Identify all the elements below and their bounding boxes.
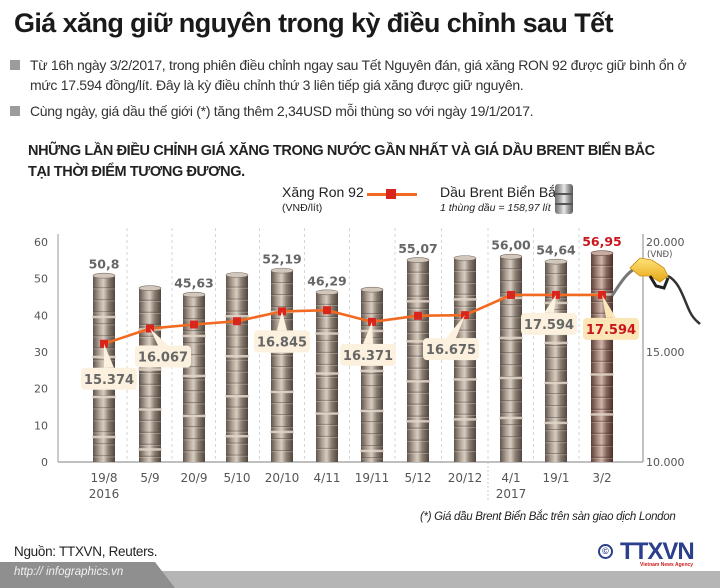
x-axis-labels: 19/8 2016 5/9 20/9 5/10 20/10 4/11 19/11 5/12 20/… xyxy=(89,462,612,501)
square-bullet-icon xyxy=(10,60,20,70)
barrel-bar xyxy=(225,272,249,462)
svg-text:0: 0 xyxy=(41,456,48,469)
svg-text:5/10: 5/10 xyxy=(224,471,251,485)
svg-text:50: 50 xyxy=(34,273,48,286)
svg-text:5/9: 5/9 xyxy=(140,471,159,485)
legend-brent-label: Dầu Brent Biển Bắc xyxy=(440,184,563,200)
logo-text: TTXVN xyxy=(620,538,695,565)
svg-text:46,29: 46,29 xyxy=(307,273,347,288)
svg-text:16.675: 16.675 xyxy=(426,343,476,358)
bullet-item: Cùng ngày, giá dầu thế giới (*) tăng thê… xyxy=(10,101,710,121)
svg-text:20.000: 20.000 xyxy=(646,236,685,249)
svg-text:52,19: 52,19 xyxy=(262,252,302,267)
legend-line-icon xyxy=(367,189,417,199)
svg-text:19/11: 19/11 xyxy=(355,471,390,485)
fuel-nozzle-icon xyxy=(610,257,701,325)
legend-marker-icon xyxy=(386,189,396,199)
barrel-bar xyxy=(315,289,339,462)
barrel-bar xyxy=(544,258,568,462)
svg-text:17.594: 17.594 xyxy=(586,323,636,338)
svg-text:30: 30 xyxy=(34,346,48,359)
page-title: Giá xăng giữ nguyên trong kỳ điều chỉnh … xyxy=(14,8,614,38)
legend-brent: Dầu Brent Biển Bắc 1 thùng dầu = 158,97 … xyxy=(440,184,563,214)
svg-text:17.594: 17.594 xyxy=(524,318,574,333)
chart-title: NHỮNG LẦN ĐIỀU CHỈNH GIÁ XĂNG TRONG NƯỚC… xyxy=(28,143,655,180)
source-text: Nguồn: TTXVN, Reuters. xyxy=(14,544,158,559)
svg-text:45,63: 45,63 xyxy=(174,276,214,291)
legend-brent-unit: 1 thùng dầu = 158,97 lít xyxy=(440,202,551,214)
svg-text:20/12: 20/12 xyxy=(448,471,483,485)
barrel-bar xyxy=(138,285,162,462)
svg-text:10.000: 10.000 xyxy=(646,456,685,469)
svg-text:(VNĐ): (VNĐ) xyxy=(647,250,672,260)
barrel-bar xyxy=(499,253,523,462)
legend-ron92: Xăng Ron 92 (VNĐ/lít) xyxy=(282,184,364,214)
svg-text:10: 10 xyxy=(34,419,48,432)
svg-text:20/9: 20/9 xyxy=(181,471,208,485)
bullet-text: Từ 16h ngày 3/2/2017, trong phiên điều c… xyxy=(30,57,687,93)
ttxvn-logo: © TTXVN Vietnam News Agency xyxy=(598,538,716,568)
chart-axes: 0 10 20 30 40 50 60 10.000 15.000 20.000(VNĐ) xyxy=(34,234,685,469)
svg-text:16.067: 16.067 xyxy=(138,351,188,366)
svg-text:55,07: 55,07 xyxy=(398,241,438,256)
svg-text:2016: 2016 xyxy=(89,487,120,501)
svg-text:19/1: 19/1 xyxy=(543,471,570,485)
svg-text:40: 40 xyxy=(34,309,48,322)
svg-text:56,00: 56,00 xyxy=(491,238,531,253)
svg-text:16.371: 16.371 xyxy=(343,349,393,364)
data-labels: 50,8 45,63 52,19 46,29 55,07 56,00 54,64 56,95 1… xyxy=(81,234,639,390)
footer-bar xyxy=(0,571,720,588)
svg-text:15.000: 15.000 xyxy=(646,346,685,359)
square-bullet-icon xyxy=(10,106,20,116)
legend-ron92-label: Xăng Ron 92 xyxy=(282,184,364,200)
svg-text:54,64: 54,64 xyxy=(536,243,576,258)
svg-text:20/10: 20/10 xyxy=(265,471,300,485)
bullet-text: Cùng ngày, giá dầu thế giới (*) tăng thê… xyxy=(30,103,534,119)
bullet-item: Từ 16h ngày 3/2/2017, trong phiên điều c… xyxy=(10,55,710,95)
barrel-bar xyxy=(182,291,206,462)
intro-bullets: Từ 16h ngày 3/2/2017, trong phiên điều c… xyxy=(10,55,710,127)
logo-tagline: Vietnam News Agency xyxy=(640,562,694,568)
svg-text:20: 20 xyxy=(34,383,48,396)
barrel-bar xyxy=(360,286,384,462)
footer-url-link[interactable]: http:// infographics.vn xyxy=(14,566,124,578)
footnote: (*) Giá dầu Brent Biển Bắc trên sàn giao… xyxy=(420,511,676,523)
oil-barrel-icon xyxy=(555,184,573,214)
svg-text:3/2: 3/2 xyxy=(592,471,611,485)
svg-text:15.374: 15.374 xyxy=(84,373,134,388)
svg-text:56,95: 56,95 xyxy=(582,234,622,249)
barrel-bars xyxy=(92,250,614,462)
barrel-bar xyxy=(270,267,294,462)
svg-text:60: 60 xyxy=(34,236,48,249)
svg-text:2017: 2017 xyxy=(496,487,527,501)
svg-text:5/12: 5/12 xyxy=(405,471,432,485)
barrel-bar xyxy=(406,257,430,462)
svg-text:4/1: 4/1 xyxy=(501,471,520,485)
svg-text:4/11: 4/11 xyxy=(314,471,341,485)
legend-ron92-unit: (VNĐ/lít) xyxy=(282,202,323,214)
copyright-icon: © xyxy=(598,544,613,559)
svg-text:50,8: 50,8 xyxy=(89,257,120,272)
svg-text:16.845: 16.845 xyxy=(257,335,307,350)
footer-url-tab xyxy=(0,562,175,588)
barrel-bar xyxy=(590,250,614,462)
svg-text:19/8: 19/8 xyxy=(91,471,118,485)
